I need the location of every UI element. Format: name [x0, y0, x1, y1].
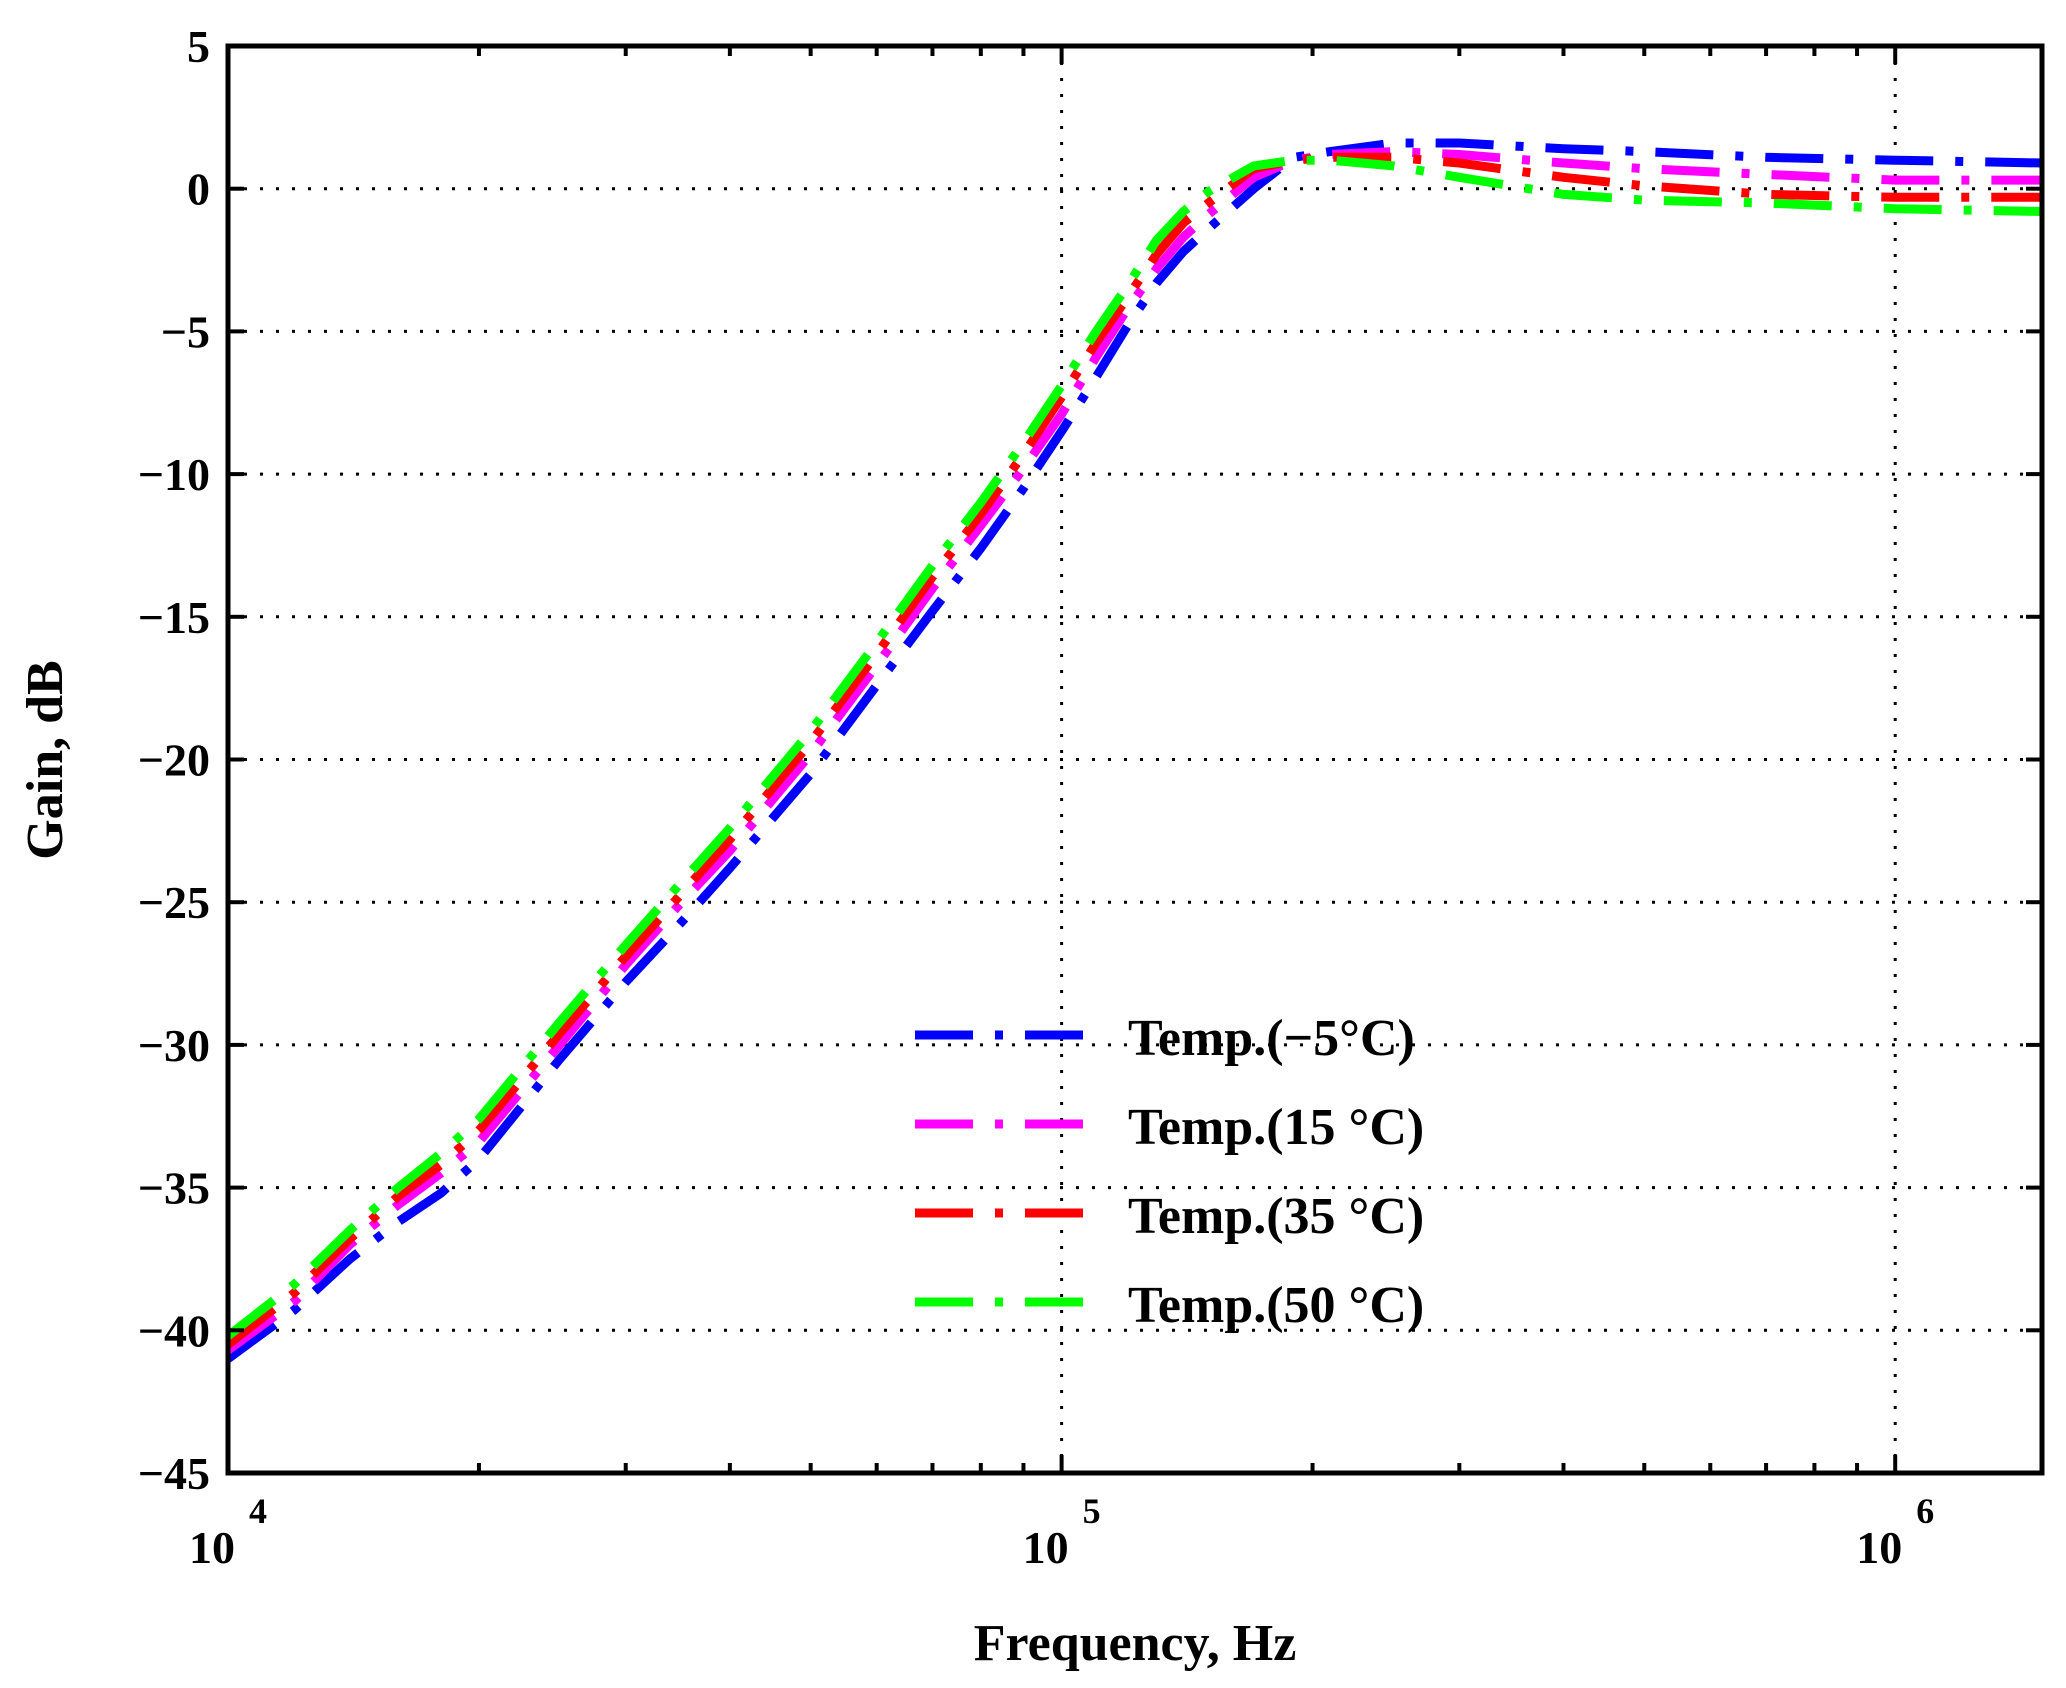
- x-tick-label: 105: [1023, 1491, 1101, 1573]
- x-tick-label: 104: [189, 1491, 267, 1573]
- y-tick-label: 0: [187, 164, 210, 215]
- legend-label-3: Temp.(50 °C): [1128, 1277, 1424, 1334]
- grid: [228, 46, 2042, 1473]
- y-tick-label: −30: [138, 1020, 210, 1071]
- legend: Temp.(−5°C) Temp.(15 °C) Temp.(35 °C) Temp.…: [915, 1010, 1424, 1334]
- y-tick-label: −5: [161, 306, 210, 357]
- series-line-3: [225, 155, 2043, 1340]
- y-tick-label: −10: [138, 449, 210, 500]
- x-tick-label: 106: [1856, 1491, 1934, 1573]
- series-line-1: [225, 147, 2042, 1354]
- y-tick-label: −15: [138, 592, 210, 643]
- series-layer: [225, 138, 2043, 1363]
- y-axis-label: Gain, dB: [17, 660, 74, 859]
- y-tick-label: −20: [138, 735, 210, 786]
- legend-label-2: Temp.(35 °C): [1128, 1188, 1424, 1245]
- y-tick-label: −40: [138, 1305, 210, 1356]
- ticks: [226, 44, 2042, 1475]
- legend-label-1: Temp.(15 °C): [1128, 1099, 1424, 1156]
- y-tick-label: −45: [138, 1448, 210, 1499]
- y-tick-label: −35: [138, 1163, 210, 1214]
- y-tick-label: −25: [138, 877, 210, 928]
- series-line-2: [225, 152, 2042, 1349]
- legend-label-0: Temp.(−5°C): [1128, 1010, 1415, 1067]
- y-tick-label: 5: [187, 21, 210, 72]
- series-line-0: [225, 138, 2043, 1363]
- x-axis-label: Frequency, Hz: [974, 1615, 1297, 1672]
